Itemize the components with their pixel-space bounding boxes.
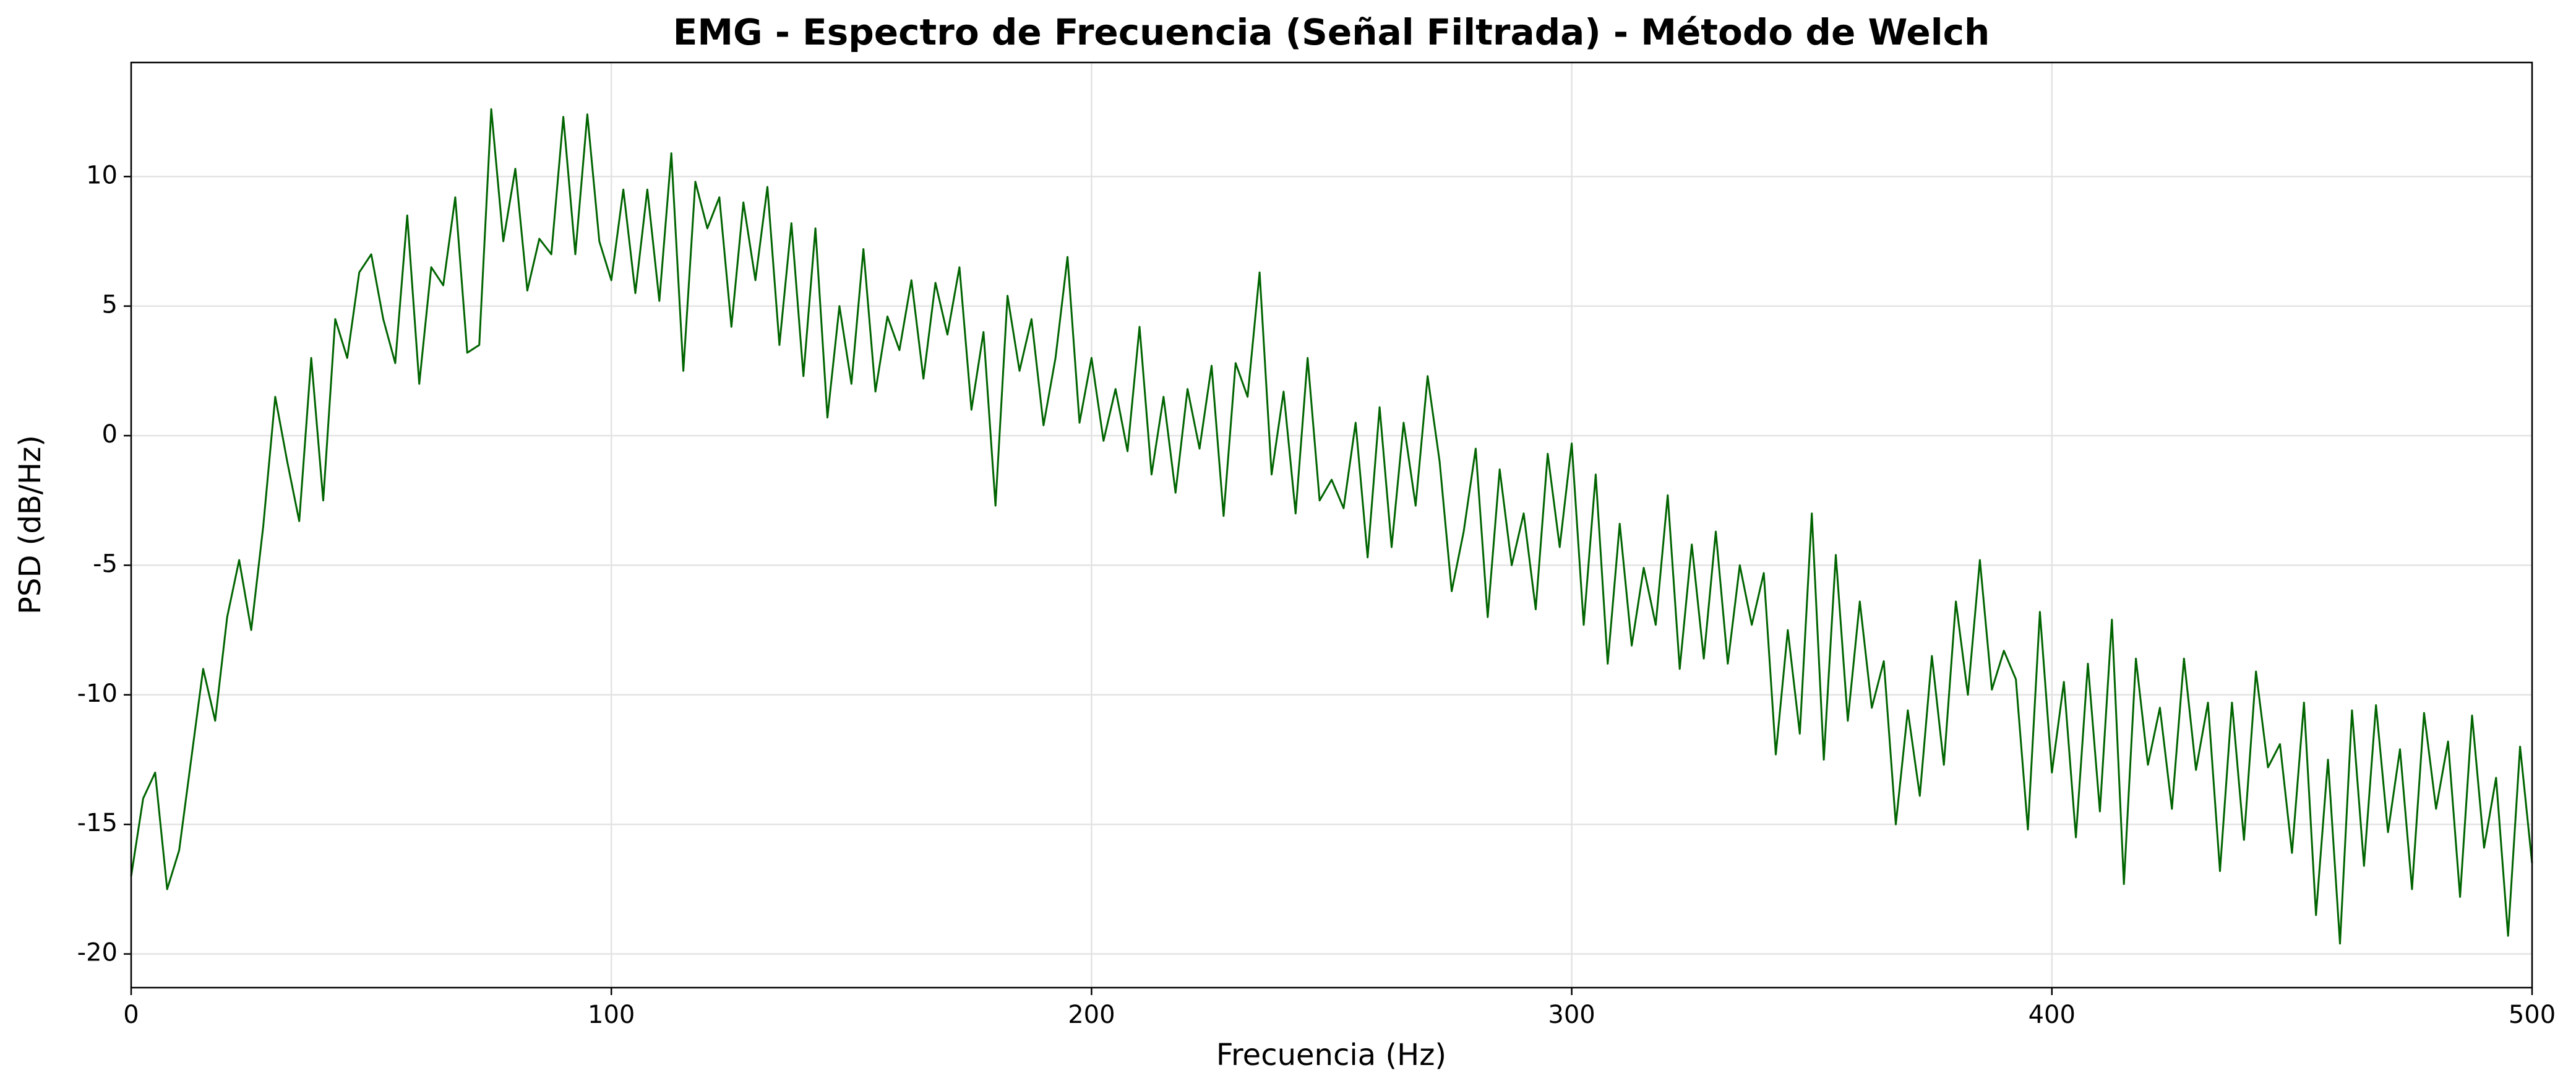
chart-title: EMG - Espectro de Frecuencia (Señal Filt…	[673, 11, 1990, 53]
y-tick-label: 5	[102, 291, 118, 319]
x-tick-label: 0	[123, 1001, 139, 1029]
psd-line	[130, 108, 2533, 945]
y-tick-label: -10	[77, 679, 118, 708]
x-axis-label: Frecuencia (Hz)	[1216, 1038, 1446, 1072]
y-tick-label: 0	[102, 420, 118, 449]
x-tick-label: 400	[2029, 1001, 2076, 1029]
y-tick-label: -5	[93, 550, 118, 578]
y-tick-label: 10	[86, 161, 118, 189]
x-tick-label: 500	[2509, 1001, 2556, 1029]
y-tick-label: -20	[77, 939, 118, 967]
y-axis-label: PSD (dB/Hz)	[13, 435, 48, 614]
plot-frame	[130, 61, 2533, 989]
x-tick-label: 300	[1548, 1001, 1595, 1029]
x-tick-label: 200	[1068, 1001, 1115, 1029]
x-tick-label: 100	[588, 1001, 635, 1029]
y-tick-label: -15	[77, 809, 118, 837]
